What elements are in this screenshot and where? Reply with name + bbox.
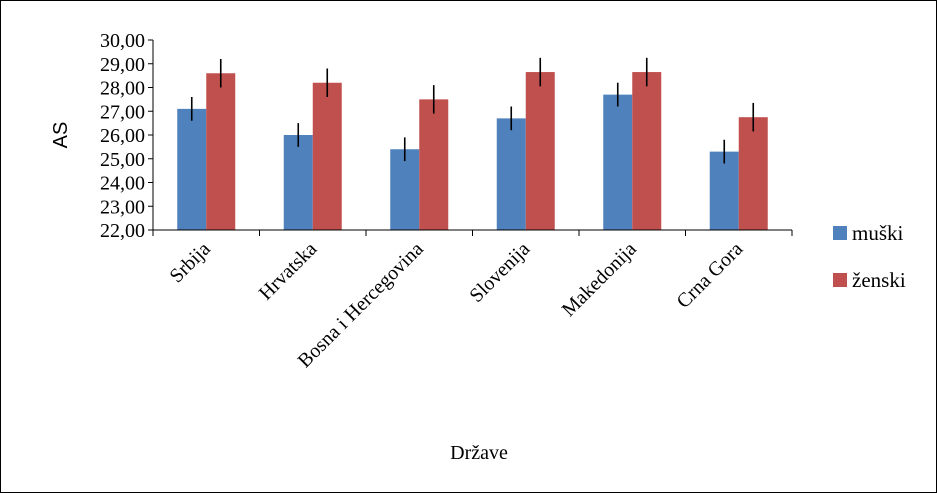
bar-zenski-1 — [312, 82, 342, 230]
x-category-label: Hrvatska — [255, 238, 322, 305]
x-category-label: Crna Gora — [672, 238, 747, 313]
bar-muski-5 — [709, 151, 739, 230]
y-tick-label: 26,00 — [100, 125, 145, 147]
y-tick-label: 25,00 — [100, 149, 145, 171]
legend-swatch — [833, 226, 847, 240]
y-axis-title: AS — [50, 122, 72, 149]
bar-muski-1 — [283, 135, 313, 230]
y-tick-label: 27,00 — [100, 101, 145, 123]
x-category-label: Srbija — [165, 238, 214, 287]
y-tick-label: 22,00 — [100, 220, 145, 242]
x-category-label: Slovenija — [465, 238, 534, 307]
axes — [152, 40, 793, 236]
legend: muški ženski — [833, 221, 906, 292]
bar-muski-3 — [496, 118, 526, 230]
bar-zenski-0 — [206, 73, 236, 230]
bar-zenski-4 — [632, 72, 662, 230]
bar-zenski-3 — [525, 72, 555, 230]
bar-zenski-2 — [419, 99, 449, 230]
bar-zenski-5 — [738, 117, 768, 230]
y-axis-ticks: 22,0023,0024,0025,0026,0027,0028,0029,00… — [100, 30, 153, 242]
y-tick-label: 24,00 — [100, 173, 145, 195]
legend-swatch — [833, 273, 847, 287]
y-tick-label: 23,00 — [100, 196, 145, 218]
x-axis-title: Države — [450, 442, 508, 464]
y-tick-label: 29,00 — [100, 54, 145, 76]
legend-label: muški — [852, 221, 904, 245]
bar-muski-0 — [177, 108, 207, 230]
legend-label: ženski — [852, 268, 906, 292]
x-category-label: Makedonija — [558, 238, 641, 321]
bar-muski-2 — [390, 149, 420, 230]
bar-muski-4 — [603, 94, 633, 230]
y-tick-label: 30,00 — [100, 30, 145, 52]
y-tick-label: 28,00 — [100, 78, 145, 100]
bars — [177, 72, 768, 230]
error-bars — [190, 57, 755, 164]
